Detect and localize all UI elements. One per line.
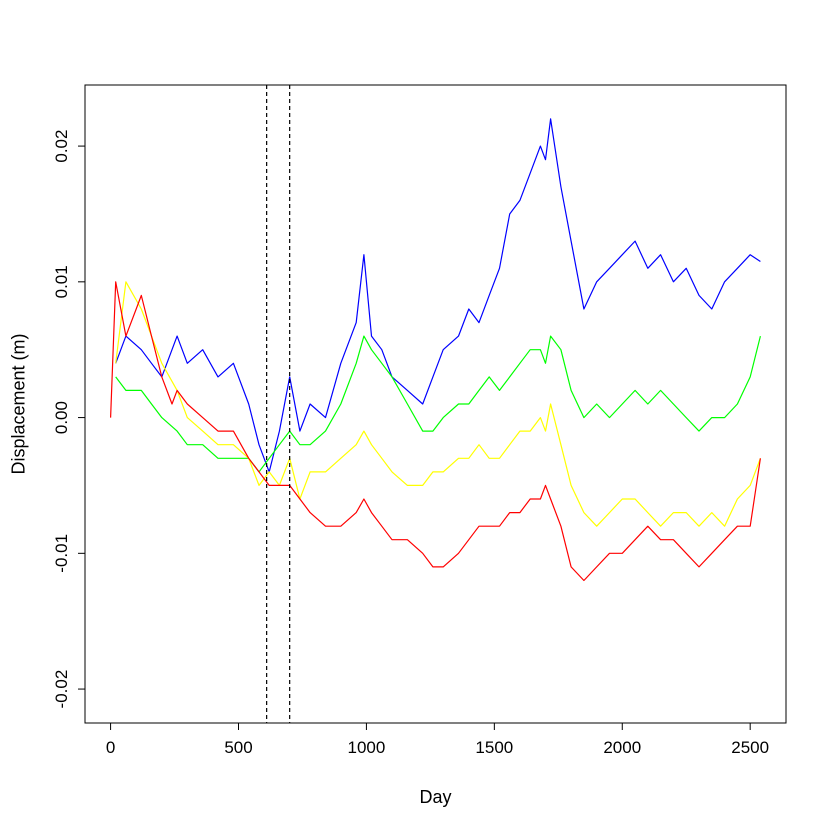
x-tick-label: 2500 [731, 738, 769, 757]
y-tick-label: -0.01 [52, 534, 71, 573]
x-axis: 0 500 1000 1500 2000 2500 [106, 722, 769, 757]
reference-lines [266, 85, 291, 723]
y-tick-label: 0.01 [52, 265, 71, 298]
series-line-2 [115, 335, 761, 473]
y-tick-label: 0.00 [52, 401, 71, 434]
plot-area [110, 118, 761, 582]
series-line-3 [115, 281, 761, 527]
plot-frame [84, 84, 787, 724]
x-tick-label: 1500 [475, 738, 513, 757]
x-tick-label: 2000 [603, 738, 641, 757]
y-axis-title: Displacement (m) [8, 333, 28, 474]
y-axis: -0.02 -0.01 0.00 0.01 0.02 [52, 130, 86, 709]
x-tick-label: 500 [224, 738, 252, 757]
x-axis-title: Day [419, 787, 451, 807]
y-tick-label: -0.02 [52, 670, 71, 709]
series-line-1 [115, 118, 761, 473]
x-tick-label: 1000 [348, 738, 386, 757]
series-line-4 [110, 281, 761, 582]
x-tick-label: 0 [106, 738, 115, 757]
y-tick-label: 0.02 [52, 130, 71, 163]
